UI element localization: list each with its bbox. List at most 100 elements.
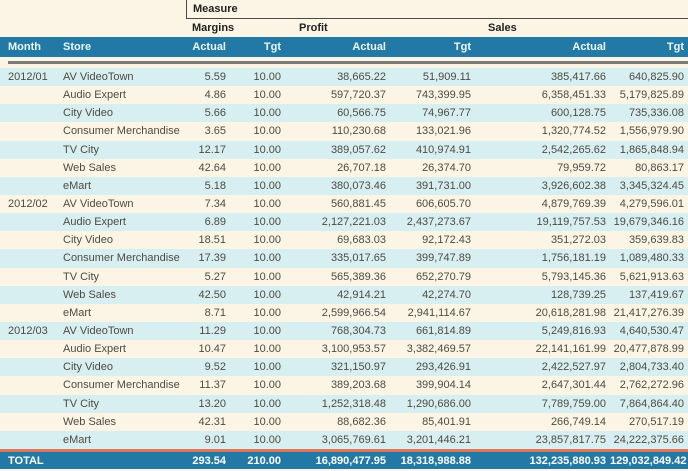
- margins-actual-cell[interactable]: 42.31: [198, 415, 226, 428]
- sales-actual-cell[interactable]: 3,926,602.38: [541, 179, 606, 192]
- sales-actual-cell[interactable]: 79,959.72: [557, 161, 606, 174]
- profit-actual-cell[interactable]: 2,599,966.54: [321, 306, 386, 319]
- margins-actual-cell[interactable]: 5.27: [204, 270, 226, 283]
- margins-tgt-cell[interactable]: 10.00: [253, 379, 281, 392]
- margins-tgt-cell[interactable]: 10.00: [253, 198, 281, 211]
- profit-actual-cell[interactable]: 321,150.97: [330, 361, 386, 374]
- margins-tgt-cell[interactable]: 10.00: [253, 161, 281, 174]
- margins-tgt-cell[interactable]: 10.00: [253, 306, 281, 319]
- table-row[interactable]: Audio Expert 10.47 10.00 3,100,953.57 3,…: [0, 340, 688, 359]
- profit-actual-cell[interactable]: 1,252,318.48: [321, 397, 386, 410]
- column-header-sales-tgt[interactable]: Tgt: [666, 41, 684, 53]
- table-row[interactable]: City Video 5.66 10.00 60,566.75 74,967.7…: [0, 104, 688, 123]
- sales-actual-cell[interactable]: 1,320,774.52: [541, 125, 606, 138]
- sales-actual-cell[interactable]: 5,793,145.36: [541, 270, 606, 283]
- sales-tgt-cell[interactable]: 21,417,276.39: [613, 306, 684, 319]
- profit-tgt-cell[interactable]: 26,374.70: [422, 161, 471, 174]
- sales-tgt-cell[interactable]: 640,825.90: [628, 71, 684, 84]
- margins-actual-cell[interactable]: 7.34: [204, 198, 226, 211]
- margins-tgt-cell[interactable]: 10.00: [253, 107, 281, 120]
- profit-actual-cell[interactable]: 560,881.45: [330, 198, 386, 211]
- profit-actual-cell[interactable]: 3,100,953.57: [321, 343, 386, 356]
- table-row[interactable]: 2012/02 AV VideoTown 7.34 10.00 560,881.…: [0, 194, 688, 214]
- margins-actual-cell[interactable]: 8.71: [204, 306, 226, 319]
- margins-actual-cell[interactable]: 6.89: [204, 216, 226, 229]
- table-row[interactable]: Consumer Merchandise 17.39 10.00 335,017…: [0, 249, 688, 268]
- margins-tgt-cell[interactable]: 10.00: [253, 270, 281, 283]
- margins-actual-cell[interactable]: 11.29: [199, 325, 226, 338]
- sales-actual-cell[interactable]: 351,272.03: [550, 234, 606, 247]
- sales-actual-cell[interactable]: 128,739.25: [550, 288, 606, 301]
- column-header-margins-tgt[interactable]: Tgt: [263, 41, 281, 53]
- table-row[interactable]: Consumer Merchandise 3.65 10.00 110,230.…: [0, 122, 688, 141]
- margins-tgt-cell[interactable]: 10.00: [253, 415, 281, 428]
- profit-tgt-cell[interactable]: 391,731.00: [415, 179, 471, 192]
- profit-tgt-cell[interactable]: 2,941,114.67: [407, 306, 471, 319]
- table-row[interactable]: Web Sales 42.64 10.00 26,707.18 26,374.7…: [0, 158, 688, 177]
- margins-actual-cell[interactable]: 42.64: [198, 161, 226, 174]
- margins-tgt-cell[interactable]: 10.00: [253, 89, 281, 102]
- sales-tgt-cell[interactable]: 1,089,480.33: [619, 252, 684, 265]
- table-row[interactable]: Audio Expert 4.86 10.00 597,720.37 743,3…: [0, 86, 688, 105]
- sales-tgt-cell[interactable]: 20,477,878.99: [613, 343, 684, 356]
- sales-actual-cell[interactable]: 4,879,769.39: [541, 198, 606, 211]
- margins-tgt-cell[interactable]: 10.00: [253, 216, 281, 229]
- profit-actual-cell[interactable]: 60,566.75: [337, 107, 386, 120]
- margins-tgt-cell[interactable]: 10.00: [253, 234, 281, 247]
- sales-tgt-cell[interactable]: 2,762,272.96: [619, 379, 684, 392]
- table-row[interactable]: 2012/03 AV VideoTown 11.29 10.00 768,304…: [0, 321, 688, 341]
- sales-actual-cell[interactable]: 1,756,181.19: [541, 252, 606, 265]
- table-row[interactable]: Web Sales 42.31 10.00 88,682.36 85,401.9…: [0, 412, 688, 431]
- profit-actual-cell[interactable]: 69,683.03: [337, 234, 386, 247]
- margins-actual-cell[interactable]: 18.51: [198, 234, 226, 247]
- profit-tgt-cell[interactable]: 92,172.43: [422, 234, 471, 247]
- profit-tgt-cell[interactable]: 661,814.89: [415, 325, 471, 338]
- sales-actual-cell[interactable]: 6,358,451.33: [541, 89, 606, 102]
- margins-tgt-cell[interactable]: 10.00: [253, 343, 281, 356]
- profit-tgt-cell[interactable]: 606,605.70: [415, 198, 471, 211]
- margins-actual-cell[interactable]: 5.59: [204, 71, 226, 84]
- table-row[interactable]: Consumer Merchandise 11.37 10.00 389,203…: [0, 376, 688, 395]
- sales-tgt-cell[interactable]: 359,639.83: [628, 234, 684, 247]
- sales-actual-cell[interactable]: 7,789,759.00: [541, 397, 606, 410]
- profit-actual-cell[interactable]: 335,017.65: [330, 252, 386, 265]
- margins-tgt-cell[interactable]: 10.00: [253, 71, 281, 84]
- sales-tgt-cell[interactable]: 137,419.67: [628, 288, 684, 301]
- column-header-store[interactable]: Store: [63, 41, 92, 53]
- margins-actual-cell[interactable]: 10.47: [198, 343, 226, 356]
- sales-actual-cell[interactable]: 5,249,816.93: [541, 325, 606, 338]
- sales-actual-cell[interactable]: 19,119,757.53: [536, 216, 606, 229]
- margins-actual-cell[interactable]: 17.39: [198, 252, 226, 265]
- sales-tgt-cell[interactable]: 735,336.08: [628, 107, 684, 120]
- margins-tgt-cell[interactable]: 10.00: [253, 361, 281, 374]
- sales-tgt-cell[interactable]: 7,864,864.40: [619, 397, 684, 410]
- profit-tgt-cell[interactable]: 410,974.91: [415, 143, 471, 156]
- margins-tgt-cell[interactable]: 10.00: [253, 288, 281, 301]
- column-header-profit-tgt[interactable]: Tgt: [453, 41, 471, 53]
- margins-actual-cell[interactable]: 9.52: [204, 361, 226, 374]
- sales-actual-cell[interactable]: 600,128.75: [550, 107, 606, 120]
- margins-actual-cell[interactable]: 12.17: [198, 143, 226, 156]
- profit-tgt-cell[interactable]: 51,909.11: [422, 71, 471, 84]
- sales-actual-cell[interactable]: 2,422,527.97: [541, 361, 606, 374]
- table-row[interactable]: eMart 8.71 10.00 2,599,966.54 2,941,114.…: [0, 303, 688, 322]
- profit-actual-cell[interactable]: 565,389.36: [330, 270, 386, 283]
- margins-tgt-cell[interactable]: 10.00: [253, 252, 281, 265]
- margins-tgt-cell[interactable]: 10.00: [253, 325, 281, 338]
- margins-actual-cell[interactable]: 4.86: [204, 89, 226, 102]
- table-row[interactable]: City Video 9.52 10.00 321,150.97 293,426…: [0, 358, 688, 377]
- sales-tgt-cell[interactable]: 24,222,375.66: [613, 433, 684, 446]
- sales-tgt-cell[interactable]: 3,345,324.45: [619, 179, 684, 192]
- profit-tgt-cell[interactable]: 85,401.91: [422, 415, 471, 428]
- sales-actual-cell[interactable]: 22,141,161.99: [535, 343, 606, 356]
- table-row[interactable]: TV City 12.17 10.00 389,057.62 410,974.9…: [0, 140, 688, 159]
- profit-actual-cell[interactable]: 768,304.73: [330, 325, 386, 338]
- profit-actual-cell[interactable]: 380,073.46: [330, 179, 386, 192]
- sales-actual-cell[interactable]: 23,857,817.75: [535, 433, 606, 446]
- profit-actual-cell[interactable]: 42,914.21: [337, 288, 386, 301]
- margins-tgt-cell[interactable]: 10.00: [253, 433, 281, 446]
- profit-tgt-cell[interactable]: 652,270.79: [415, 270, 471, 283]
- profit-actual-cell[interactable]: 110,230.68: [331, 125, 386, 138]
- table-row[interactable]: TV City 5.27 10.00 565,389.36 652,270.79…: [0, 267, 688, 286]
- profit-tgt-cell[interactable]: 3,201,446.21: [406, 433, 471, 446]
